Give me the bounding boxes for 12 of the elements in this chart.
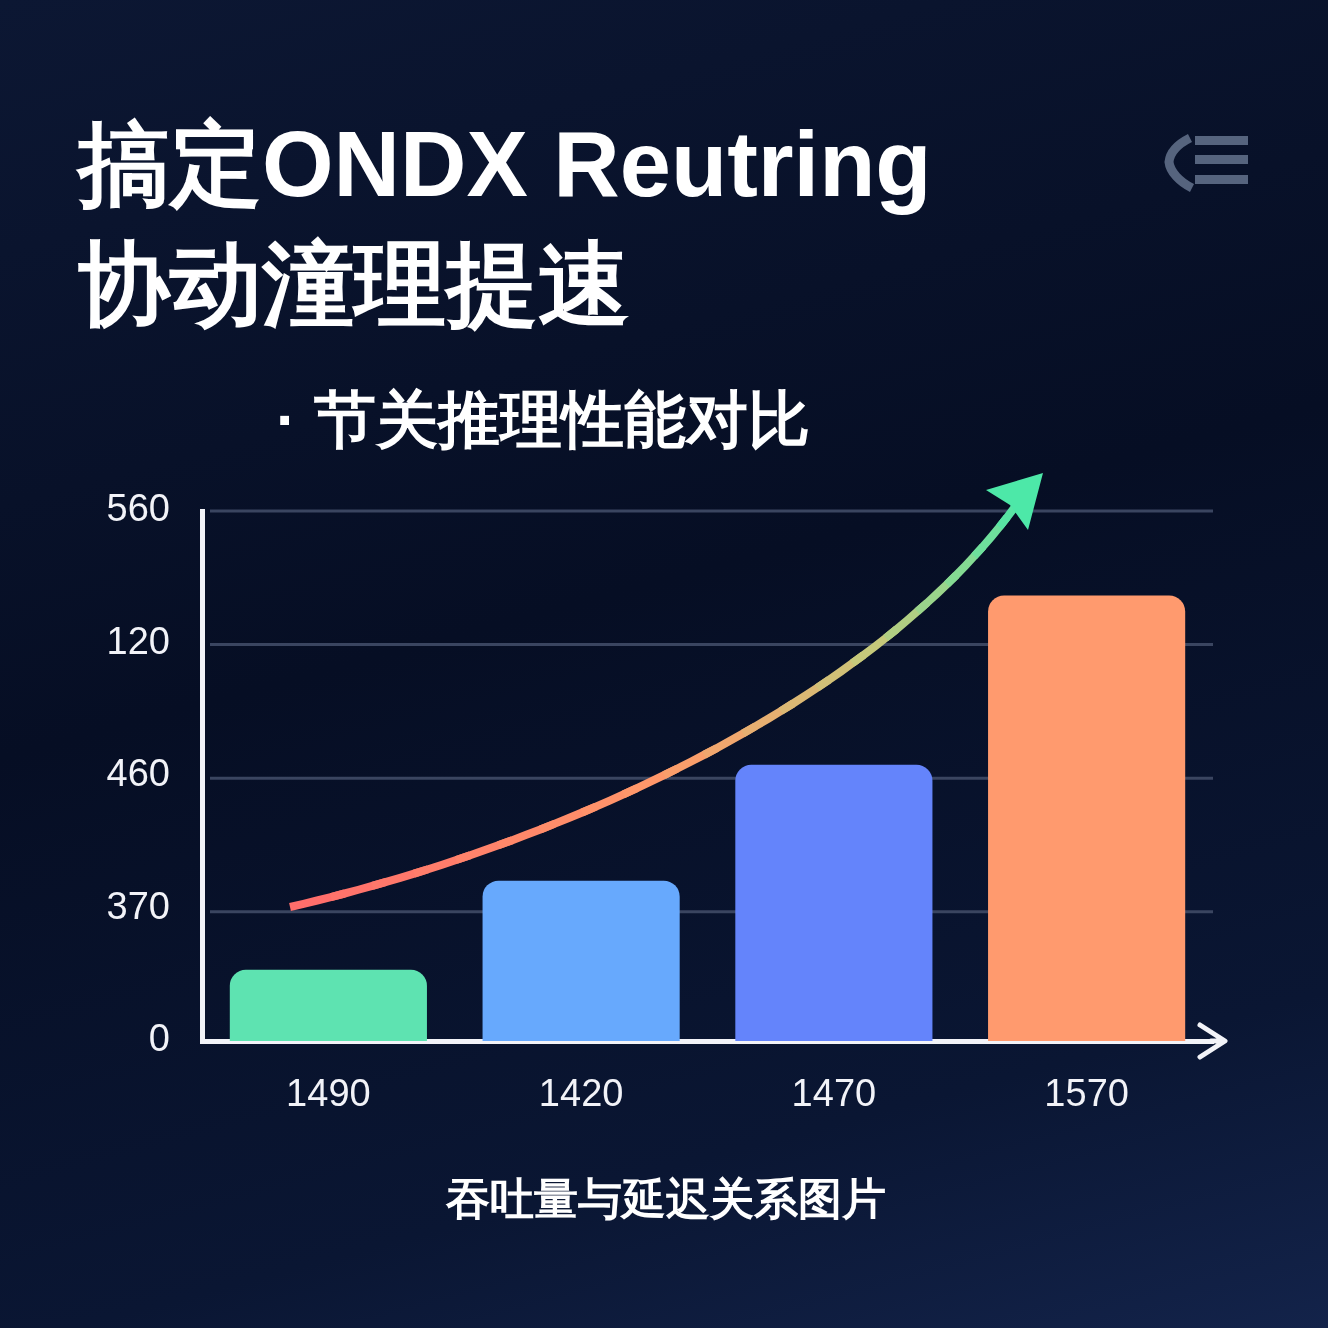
x-axis-title: 吞吐量与延迟关系图片 [445, 1173, 887, 1225]
text: 120 [106, 619, 170, 662]
text: 0 [148, 1017, 170, 1060]
x-tick-label: 1570 [1044, 1072, 1129, 1115]
x-tick-label: 1420 [538, 1072, 624, 1115]
text: 560 [106, 487, 170, 530]
chart-title: 搞定ONDX Reutring 协动潼理提速 [78, 112, 932, 337]
text: 460 [106, 752, 170, 795]
chart-subtitle: · 节关推理性能对比 [276, 384, 810, 456]
x-tick-label: 1470 [791, 1072, 877, 1115]
text: 370 [106, 884, 170, 927]
x-tick-label: 1490 [286, 1072, 371, 1115]
